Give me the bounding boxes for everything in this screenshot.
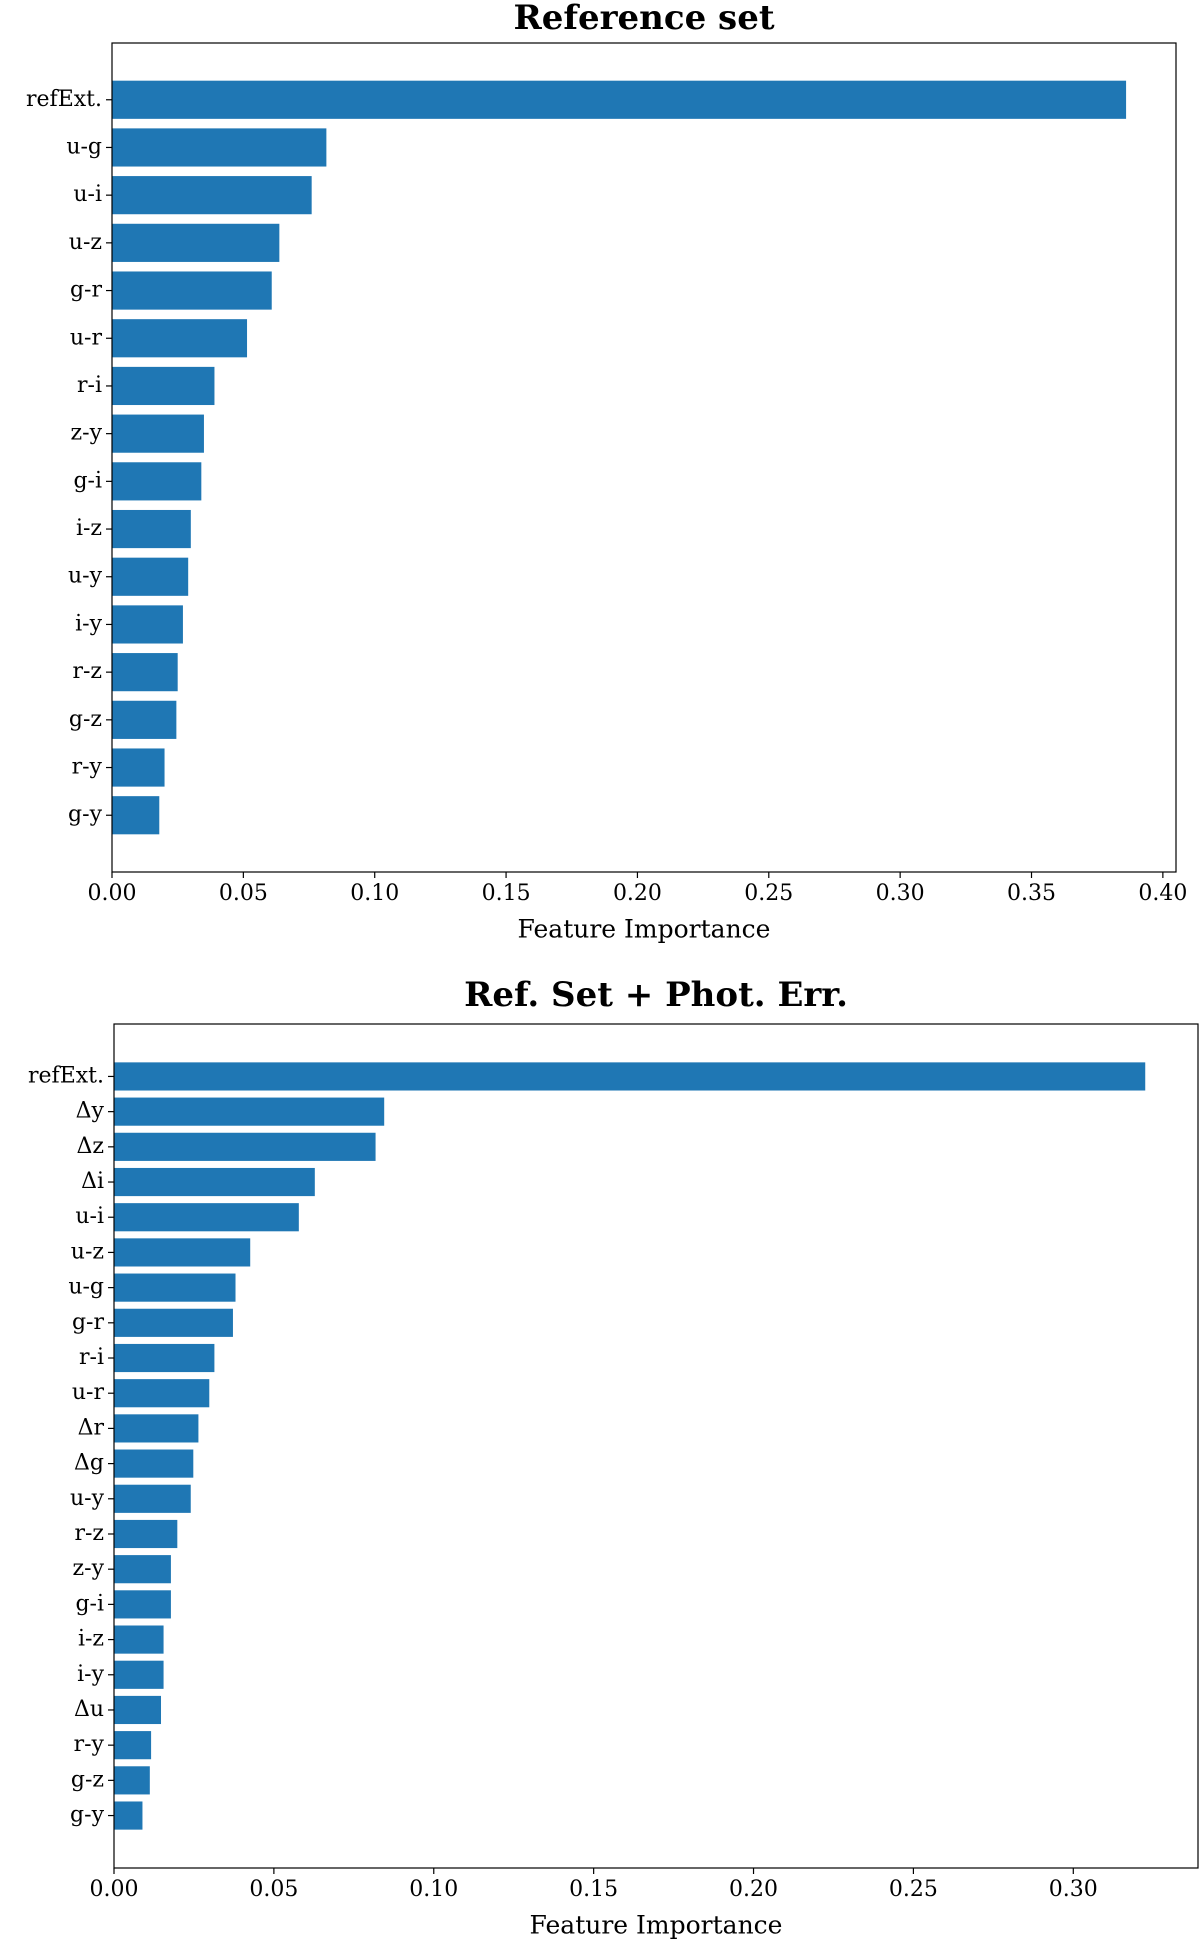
bar xyxy=(114,1238,251,1267)
bar xyxy=(112,462,202,501)
bar xyxy=(114,1766,150,1795)
x-tick-label: 0.25 xyxy=(744,881,793,906)
y-tick-label: g-r xyxy=(70,278,103,303)
y-tick-label: r-z xyxy=(74,1521,104,1546)
y-tick-label: refExt. xyxy=(26,87,102,112)
chart-title: Reference set xyxy=(513,0,774,38)
bar xyxy=(114,1731,152,1760)
y-tick-label: i-z xyxy=(78,1627,104,1652)
bar xyxy=(114,1449,194,1478)
y-tick-label: Δy xyxy=(76,1099,105,1124)
bar xyxy=(114,1695,162,1725)
x-tick-label: 0.30 xyxy=(1049,1877,1098,1902)
x-tick-label: 0.10 xyxy=(409,1877,458,1902)
bar xyxy=(112,366,215,406)
y-tick-label: u-r xyxy=(72,1380,105,1405)
bar xyxy=(114,1590,171,1619)
y-tick-label: g-z xyxy=(69,707,102,732)
bar xyxy=(112,223,280,262)
y-tick-label: i-z xyxy=(76,516,102,541)
bar xyxy=(114,1097,385,1126)
bar xyxy=(112,509,191,549)
y-tick-label: Δg xyxy=(74,1451,104,1476)
y-tick-label: u-y xyxy=(68,564,103,589)
bar xyxy=(114,1132,376,1161)
bar xyxy=(112,271,272,310)
bar xyxy=(112,700,177,739)
y-tick-label: g-y xyxy=(68,802,103,827)
x-tick-label: 0.00 xyxy=(88,881,137,906)
y-tick-label: u-r xyxy=(70,325,103,350)
y-tick-label: z-y xyxy=(71,421,103,446)
y-tick-label: i-y xyxy=(77,1662,104,1687)
bar xyxy=(114,1167,315,1197)
y-tick-label: u-g xyxy=(68,1275,104,1300)
bar xyxy=(114,1519,178,1549)
bar xyxy=(112,414,204,453)
x-tick-label: 0.05 xyxy=(249,1877,298,1902)
bar xyxy=(114,1379,210,1408)
y-tick-label: r-i xyxy=(77,373,102,398)
y-tick-label: u-i xyxy=(73,182,102,207)
y-tick-label: g-i xyxy=(73,468,102,493)
y-tick-label: Δz xyxy=(77,1134,104,1159)
chart-title: Ref. Set + Phot. Err. xyxy=(464,975,848,1015)
bar xyxy=(112,557,189,596)
axes-frame xyxy=(111,42,1177,873)
x-tick-label: 0.15 xyxy=(569,1877,618,1902)
bar xyxy=(114,1660,164,1689)
y-tick-label: g-r xyxy=(72,1310,105,1335)
x-tick-label: 0.35 xyxy=(1007,881,1056,906)
y-tick-label: g-z xyxy=(71,1767,104,1792)
x-tick-label: 0.15 xyxy=(482,881,531,906)
bar xyxy=(112,605,183,644)
bar xyxy=(114,1062,1146,1091)
y-tick-label: u-y xyxy=(70,1486,105,1511)
bar xyxy=(114,1308,233,1337)
x-axis-label: Feature Importance xyxy=(518,915,771,944)
bar xyxy=(114,1625,164,1654)
y-tick-label: Δi xyxy=(81,1169,104,1194)
x-tick-label: 0.00 xyxy=(90,1877,139,1902)
x-tick-label: 0.20 xyxy=(613,881,662,906)
axes-frame xyxy=(113,1023,1199,1869)
y-tick-label: z-y xyxy=(73,1556,105,1581)
x-tick-label: 0.05 xyxy=(219,881,268,906)
bar xyxy=(112,80,1127,119)
y-tick-label: Δr xyxy=(78,1415,105,1440)
bar xyxy=(112,653,178,692)
y-tick-label: g-y xyxy=(70,1803,105,1828)
bar xyxy=(114,1414,199,1443)
x-tick-label: 0.20 xyxy=(729,1877,778,1902)
y-tick-label: g-i xyxy=(75,1591,104,1616)
y-tick-label: r-i xyxy=(79,1345,104,1370)
y-tick-label: r-y xyxy=(72,755,103,780)
x-tick-label: 0.25 xyxy=(889,1877,938,1902)
y-tick-label: refExt. xyxy=(28,1063,104,1088)
bar xyxy=(114,1203,299,1232)
bar xyxy=(114,1273,236,1302)
y-tick-label: i-y xyxy=(75,611,102,636)
bar xyxy=(114,1484,191,1513)
x-axis-label: Feature Importance xyxy=(530,1911,783,1940)
y-tick-label: u-g xyxy=(66,134,102,159)
bar xyxy=(112,128,327,167)
x-tick-label: 0.40 xyxy=(1138,881,1187,906)
bar xyxy=(114,1343,215,1373)
y-tick-label: Δu xyxy=(74,1697,104,1722)
bar xyxy=(112,796,160,835)
y-tick-label: u-z xyxy=(71,1239,104,1264)
x-tick-label: 0.10 xyxy=(350,881,399,906)
x-tick-label: 0.30 xyxy=(876,881,925,906)
y-tick-label: r-y xyxy=(74,1732,105,1757)
bar xyxy=(112,176,312,215)
y-tick-label: u-z xyxy=(69,230,102,255)
bar xyxy=(112,319,248,358)
bar xyxy=(114,1555,171,1584)
y-tick-label: r-z xyxy=(72,659,102,684)
bar xyxy=(114,1801,143,1830)
y-tick-label: u-i xyxy=(75,1204,104,1229)
bar xyxy=(112,748,165,787)
